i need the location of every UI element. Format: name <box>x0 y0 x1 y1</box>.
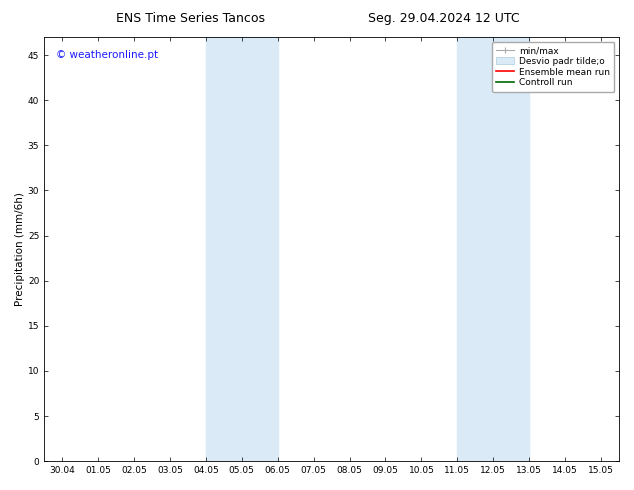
Bar <box>206 37 278 461</box>
Text: © weatheronline.pt: © weatheronline.pt <box>56 50 158 60</box>
Y-axis label: Precipitation (mm/6h): Precipitation (mm/6h) <box>15 192 25 306</box>
Text: Seg. 29.04.2024 12 UTC: Seg. 29.04.2024 12 UTC <box>368 12 520 25</box>
Text: ENS Time Series Tancos: ENS Time Series Tancos <box>115 12 265 25</box>
Bar <box>457 37 529 461</box>
Legend: min/max, Desvio padr tilde;o, Ensemble mean run, Controll run: min/max, Desvio padr tilde;o, Ensemble m… <box>492 42 614 92</box>
